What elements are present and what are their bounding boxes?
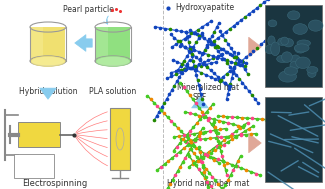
Ellipse shape: [294, 44, 309, 52]
Ellipse shape: [290, 61, 300, 69]
Ellipse shape: [293, 24, 307, 34]
Ellipse shape: [31, 56, 65, 66]
Text: Hydroxyapatite: Hydroxyapatite: [175, 4, 234, 12]
Ellipse shape: [31, 56, 65, 66]
Ellipse shape: [281, 37, 289, 45]
Text: High voltage
power supply: High voltage power supply: [17, 160, 51, 172]
Ellipse shape: [284, 67, 298, 75]
Ellipse shape: [295, 45, 306, 53]
Ellipse shape: [281, 52, 292, 62]
Text: Mineralized mat: Mineralized mat: [177, 84, 239, 92]
FancyBboxPatch shape: [14, 154, 54, 178]
Text: Hybrid nanofiber mat: Hybrid nanofiber mat: [167, 178, 249, 187]
Text: Hybrid solution: Hybrid solution: [19, 88, 77, 97]
Ellipse shape: [265, 45, 275, 54]
Bar: [265, 5, 322, 87]
Ellipse shape: [297, 40, 310, 46]
Ellipse shape: [96, 56, 130, 66]
Ellipse shape: [296, 57, 310, 69]
Ellipse shape: [279, 71, 296, 82]
Ellipse shape: [268, 36, 275, 46]
Bar: [31, 27, 65, 61]
Ellipse shape: [278, 38, 287, 46]
Bar: [96, 27, 108, 61]
Ellipse shape: [268, 20, 277, 27]
Bar: [110, 108, 130, 170]
Ellipse shape: [30, 56, 66, 66]
Bar: [18, 122, 60, 147]
Ellipse shape: [95, 56, 131, 66]
Text: Pearl particle: Pearl particle: [62, 5, 113, 15]
Ellipse shape: [290, 55, 301, 65]
Bar: [265, 97, 322, 182]
Ellipse shape: [308, 20, 323, 31]
Bar: [96, 27, 130, 61]
Ellipse shape: [308, 70, 316, 77]
Text: PLA solution: PLA solution: [89, 88, 136, 97]
Bar: [31, 27, 43, 61]
Ellipse shape: [96, 56, 130, 66]
Ellipse shape: [277, 55, 289, 63]
Ellipse shape: [288, 11, 300, 20]
Text: Electrospinning: Electrospinning: [22, 180, 88, 188]
Ellipse shape: [271, 42, 280, 56]
Ellipse shape: [307, 67, 318, 73]
Text: SBF: SBF: [193, 94, 207, 102]
Ellipse shape: [283, 39, 293, 47]
Ellipse shape: [116, 128, 124, 150]
